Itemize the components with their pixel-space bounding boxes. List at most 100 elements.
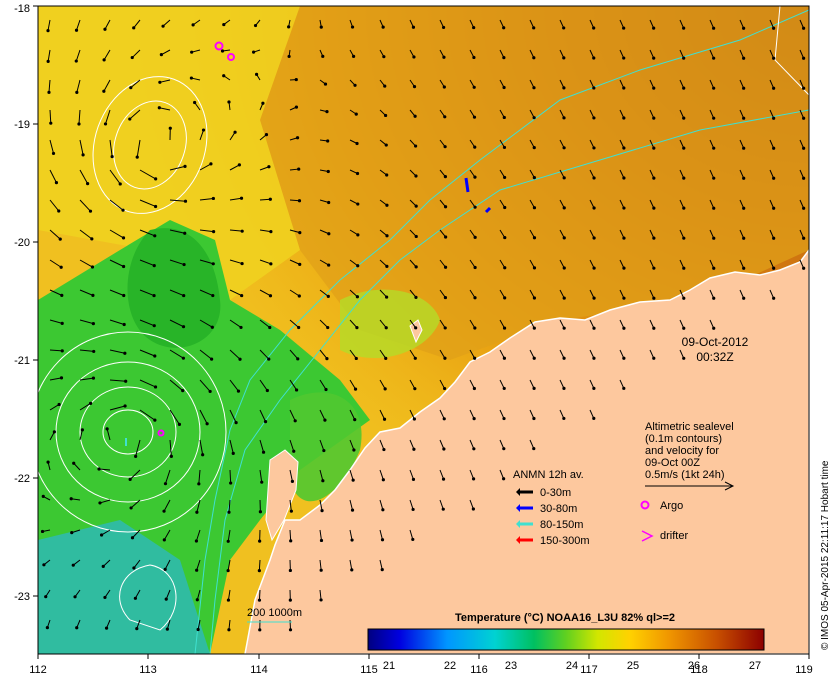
velocity-arrow: [49, 139, 54, 154]
velocity-arrow-head: [327, 263, 331, 267]
velocity-arrow-head: [157, 106, 161, 110]
velocity-arrow: [289, 319, 299, 328]
velocity-arrow: [79, 349, 94, 352]
velocity-arrow-head: [326, 325, 330, 330]
velocity-arrow-head: [473, 326, 477, 330]
sealevel-contours: [38, 6, 809, 631]
velocity-arrow: [319, 289, 329, 297]
velocity-arrow-head: [226, 568, 230, 573]
velocity-arrow-head: [327, 200, 331, 205]
velocity-arrow-head: [77, 122, 81, 126]
velocity-arrow-head: [297, 294, 301, 298]
velocity-arrow-head: [381, 25, 385, 29]
velocity-arrow-head: [351, 54, 356, 58]
colorbar-tick-label: 26: [688, 660, 700, 672]
velocity-arrow-head: [802, 266, 806, 270]
velocity-arrow-head: [105, 427, 109, 431]
velocity-arrow: [439, 439, 445, 450]
velocity-arrow-head: [287, 25, 291, 29]
velocity-arrow: [319, 439, 325, 451]
velocity-arrow: [199, 259, 214, 265]
velocity-arrow: [105, 109, 111, 125]
velocity-arrow: [289, 499, 292, 512]
colorbar-tick-label: 25: [627, 660, 639, 672]
velocity-arrow-head: [384, 326, 388, 330]
velocity-arrow-head: [211, 262, 215, 266]
velocity-arrow-head: [268, 325, 272, 330]
velocity-arrow-head: [712, 176, 716, 180]
velocity-arrow-head: [153, 234, 157, 238]
velocity-arrow-head: [81, 153, 85, 157]
velocity-arrow: [409, 499, 414, 510]
velocity-arrow-head: [88, 209, 93, 213]
velocity-arrow-head: [562, 326, 566, 330]
velocity-arrow: [229, 197, 242, 201]
velocity-arrow-head: [91, 293, 95, 297]
velocity-arrow-head: [71, 563, 75, 567]
velocity-arrow-head: [562, 86, 566, 90]
velocity-arrow: [229, 469, 232, 484]
velocity-arrow-head: [442, 447, 446, 451]
velocity-arrow-head: [296, 357, 300, 361]
velocity-arrow-head: [181, 356, 185, 360]
velocity-arrow-head: [263, 420, 268, 424]
velocity-arrow: [379, 289, 387, 298]
velocity-arrow-head: [258, 510, 262, 514]
velocity-arrow-head: [236, 389, 241, 393]
velocity-arrow-head: [682, 176, 686, 180]
velocity-arrow: [196, 559, 201, 571]
velocity-arrow-head: [189, 76, 194, 80]
velocity-arrow: [163, 529, 171, 541]
velocity-arrow-head: [381, 508, 385, 512]
velocity-arrow-head: [152, 324, 156, 328]
velocity-arrow-head: [562, 26, 566, 30]
isobaths: [194, 9, 809, 654]
velocity-arrow-head: [383, 113, 388, 118]
velocity-arrow: [169, 229, 185, 234]
velocity-arrow-head: [414, 295, 418, 299]
velocity-arrow-head: [502, 85, 506, 90]
velocity-arrow-head: [183, 164, 187, 168]
velocity-arrow: [169, 199, 186, 202]
drifter-label: drifter: [660, 530, 688, 542]
velocity-arrow-head: [442, 417, 446, 421]
velocity-arrow-head: [128, 117, 132, 121]
velocity-arrow: [103, 49, 111, 61]
velocity-arrow-head: [74, 59, 78, 63]
velocity-arrow-head: [385, 173, 389, 177]
velocity-arrow-head: [383, 84, 387, 88]
velocity-arrow: [139, 319, 155, 327]
velocity-arrow-head: [132, 566, 136, 570]
anmn-item-label: 150-300m: [540, 535, 590, 547]
velocity-arrow-head: [682, 56, 686, 60]
velocity-arrow: [109, 169, 121, 185]
velocity-arrow: [199, 229, 214, 233]
velocity-arrow-head: [211, 293, 215, 298]
velocity-arrow: [133, 559, 141, 569]
velocity-arrow-head: [441, 507, 445, 511]
velocity-arrow: [195, 529, 201, 542]
velocity-arrow: [76, 79, 81, 93]
velocity-arrow-head: [411, 507, 415, 512]
velocity-arrow-head: [319, 25, 323, 29]
velocity-arrow-head: [532, 446, 536, 451]
velocity-arrow-head: [162, 538, 166, 542]
velocity-arrow: [229, 439, 234, 454]
velocity-arrow-head: [502, 56, 506, 60]
velocity-arrow-head: [165, 627, 169, 631]
velocity-arrow-head: [86, 182, 90, 186]
velocity-arrow-head: [72, 461, 76, 465]
cool-offshore-water: [38, 520, 210, 654]
velocity-arrow-head: [472, 25, 476, 30]
velocity-arrow-head: [622, 146, 626, 150]
velocity-arrow-head: [503, 235, 507, 240]
velocity-arrow: [229, 409, 237, 423]
velocity-arrow-head: [90, 265, 95, 269]
velocity-arrow: [199, 319, 213, 328]
velocity-arrow: [349, 499, 354, 511]
velocity-arrow-head: [89, 401, 93, 405]
x-axis-labels: 112 113 114 115 116 117 118 119: [29, 664, 813, 676]
velocity-arrow: [78, 109, 81, 125]
velocity-arrow-head: [384, 143, 388, 147]
velocity-arrow-head: [442, 55, 446, 59]
